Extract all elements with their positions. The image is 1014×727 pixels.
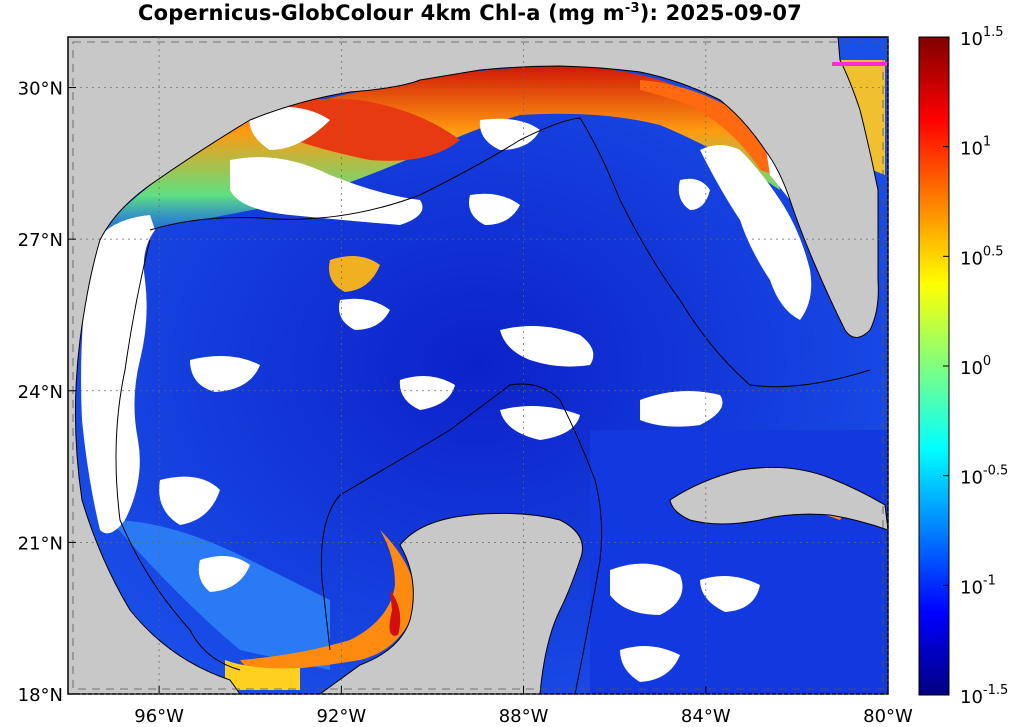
chlorophyll-map	[68, 37, 888, 694]
campeche-red-patch	[389, 590, 401, 636]
colorbar-tick-label: 10-0.5	[960, 464, 1008, 489]
colorbar-tick-label: 101	[960, 135, 991, 160]
map-title: Copernicus-GlobColour 4km Chl-a (mg m-3)…	[138, 1, 802, 25]
colorbar-tick-label: 10-1.5	[960, 683, 1008, 708]
lat-tick-label: 18°N	[18, 685, 63, 706]
lon-tick-label: 92°W	[316, 706, 366, 727]
axis-labels: 96°W 92°W 88°W 84°W 80°W 30°N 27°N 24°N 21°N 18°N	[18, 79, 913, 727]
lat-tick-label: 30°N	[18, 79, 63, 100]
depth-contours	[115, 117, 871, 694]
colorbar-tick-label: 100.5	[960, 244, 1004, 269]
lat-tick-label: 27°N	[18, 230, 63, 251]
campeche-lighter-water	[110, 520, 330, 670]
lon-tick-label: 84°W	[681, 706, 731, 727]
lon-tick-label: 88°W	[499, 706, 549, 727]
colorbar: 101.5 101 100.5 100 10-0.5 10-1 10-1.5	[918, 25, 1008, 708]
lat-tick-label: 24°N	[18, 382, 63, 403]
land	[68, 37, 888, 694]
colorbar-tick-label: 101.5	[960, 25, 1004, 50]
map-border-ticks	[72, 41, 884, 690]
cloud-mask	[81, 106, 820, 682]
lon-tick-label: 80°W	[863, 706, 913, 727]
lat-tick-label: 21°N	[18, 533, 63, 554]
graticule	[68, 37, 889, 695]
lon-tick-label: 96°W	[134, 706, 184, 727]
veracruz-coast-bloom	[225, 660, 300, 690]
campeche-coast-bloom	[240, 530, 416, 672]
colorbar-tick-label: 100	[960, 354, 991, 379]
offshore-bloom	[329, 256, 380, 292]
colorbar-ticks: 101.5 101 100.5 100 10-0.5 10-1 10-1.5	[943, 25, 1008, 708]
colorbar-tick-label: 10-1	[960, 573, 996, 598]
